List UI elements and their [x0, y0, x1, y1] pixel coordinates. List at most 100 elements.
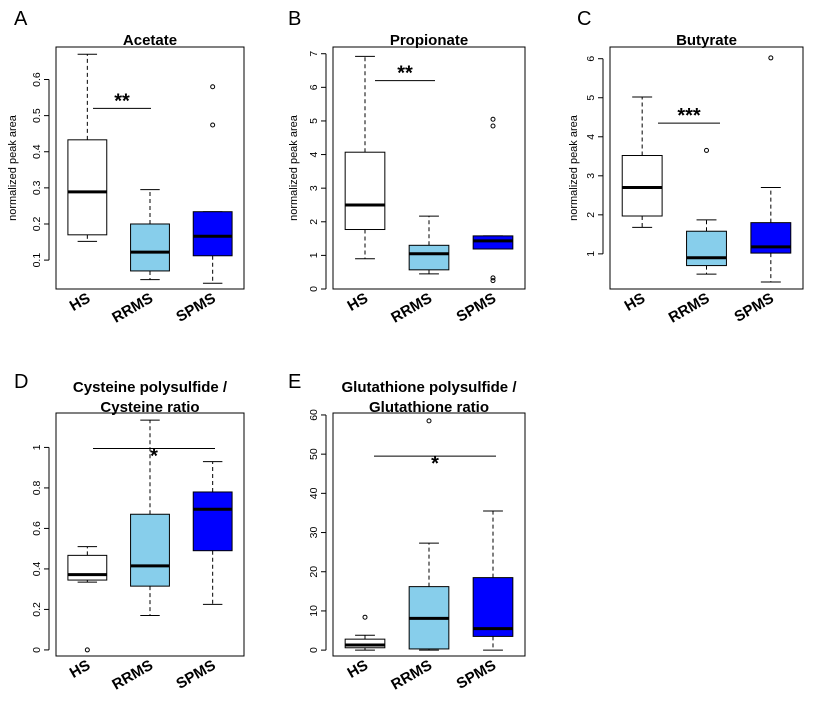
box-hs: HS [344, 614, 386, 682]
box-rrms: RRMS [666, 147, 727, 327]
plot-frame [332, 412, 526, 657]
x-tick-label: RRMS [388, 657, 435, 694]
y-tick-label: 1 [585, 251, 597, 257]
x-tick-label: HS [67, 290, 94, 315]
box-body [344, 638, 386, 649]
plot-frame [55, 46, 245, 290]
box-body [192, 211, 233, 257]
box-body [750, 222, 792, 254]
outlier-point [490, 275, 496, 281]
box-rrms: RRMS [388, 418, 450, 694]
x-tick-label: SPMS [173, 290, 218, 326]
box-body [130, 223, 170, 272]
y-tick-label: 0.3 [31, 180, 43, 195]
y-tick-label: 7 [308, 51, 320, 57]
outlier-point [362, 614, 368, 620]
outlier-point [490, 123, 496, 129]
x-tick-label: HS [622, 290, 649, 315]
box-body [130, 513, 170, 587]
y-tick-label: 0.6 [31, 521, 43, 536]
box-rrms: RRMS [109, 419, 170, 694]
y-tick-label: 1 [308, 252, 320, 258]
plot-frame [609, 46, 804, 290]
y-tick-label: 0 [31, 647, 43, 653]
outlier-point [84, 647, 90, 653]
x-tick-label: RRMS [109, 657, 156, 694]
box-body [408, 244, 450, 271]
box-body [472, 235, 514, 250]
y-axis-label: normalized peak area [288, 114, 300, 221]
panel-title: Glutathione ratio [369, 399, 489, 416]
y-tick-label: 1 [31, 444, 43, 450]
box-body [192, 491, 233, 552]
box-rrms: RRMS [109, 189, 170, 327]
x-tick-label: SPMS [732, 290, 777, 326]
x-tick-label: HS [67, 657, 94, 682]
y-tick-label: 6 [308, 84, 320, 90]
box-hs: HS [344, 55, 386, 315]
box-hs: HS [67, 546, 108, 682]
box-spms: SPMS [454, 510, 514, 693]
y-tick-label: 2 [308, 219, 320, 225]
panel-letter: A [14, 8, 28, 30]
panel-title: Glutathione polysulfide / [341, 379, 517, 396]
box-hs: HS [67, 53, 108, 315]
y-tick-label: 4 [308, 151, 320, 157]
box-spms: SPMS [173, 84, 233, 326]
y-tick-label: 5 [585, 95, 597, 101]
significance-label: * [150, 445, 158, 467]
box-body [344, 151, 386, 231]
box-body [67, 139, 108, 236]
y-tick-label: 0 [308, 286, 320, 292]
box-spms: SPMS [173, 461, 233, 693]
y-tick-label: 0.5 [31, 108, 43, 123]
y-axis-label: normalized peak area [7, 114, 19, 221]
y-tick-label: 0.2 [31, 217, 43, 232]
outlier-point [704, 147, 709, 153]
y-tick-label: 2 [585, 212, 597, 218]
significance-label: ** [397, 63, 413, 85]
panel-title: Cysteine ratio [100, 399, 199, 416]
panel-letter: C [577, 8, 591, 30]
y-tick-label: 40 [308, 487, 320, 499]
x-tick-label: RRMS [388, 290, 435, 327]
y-tick-label: 6 [585, 56, 597, 62]
y-tick-label: 0.1 [31, 253, 43, 268]
panel-a: A Acetate 0.1 0.2 0.3 0.4 0.5 0.6 normalized pea… [7, 8, 245, 327]
panel-letter: B [288, 8, 301, 30]
box-body [67, 554, 108, 581]
significance-label: *** [677, 105, 701, 127]
outlier-point [210, 84, 216, 90]
x-tick-label: RRMS [109, 290, 156, 327]
y-tick-label: 0.6 [31, 72, 43, 87]
y-tick-label: 60 [308, 409, 320, 421]
outlier-point [490, 116, 496, 122]
panel-d: D Cysteine polysulfide / Cysteine ratio 0 0.… [14, 371, 245, 694]
y-axis-label: normalized peak area [568, 114, 580, 221]
panel-title: Propionate [390, 32, 468, 49]
y-tick-label: 0 [308, 647, 320, 653]
box-spms: SPMS [454, 116, 514, 326]
panel-e: E Glutathione polysulfide / Glutathione ra… [288, 371, 526, 694]
panel-letter: E [288, 371, 301, 393]
y-tick-label: 4 [585, 134, 597, 140]
box-body [621, 155, 663, 217]
y-tick-label: 0.4 [31, 561, 43, 576]
y-tick-label: 0.4 [31, 144, 43, 159]
x-tick-label: SPMS [173, 657, 218, 693]
outlier-point [490, 278, 496, 284]
y-tick-label: 0.2 [31, 602, 43, 617]
panel-letter: D [14, 371, 28, 393]
panel-title: Butyrate [676, 32, 737, 49]
significance-label: * [431, 453, 439, 475]
box-body [686, 230, 727, 267]
box-rrms: RRMS [388, 215, 450, 327]
plot-frame [332, 46, 526, 290]
plot-frame [55, 412, 245, 657]
box-body [472, 577, 514, 637]
box-hs: HS [621, 96, 663, 315]
x-tick-label: SPMS [454, 290, 499, 326]
panel-title: Cysteine polysulfide / [73, 379, 228, 396]
x-tick-label: SPMS [454, 657, 499, 693]
